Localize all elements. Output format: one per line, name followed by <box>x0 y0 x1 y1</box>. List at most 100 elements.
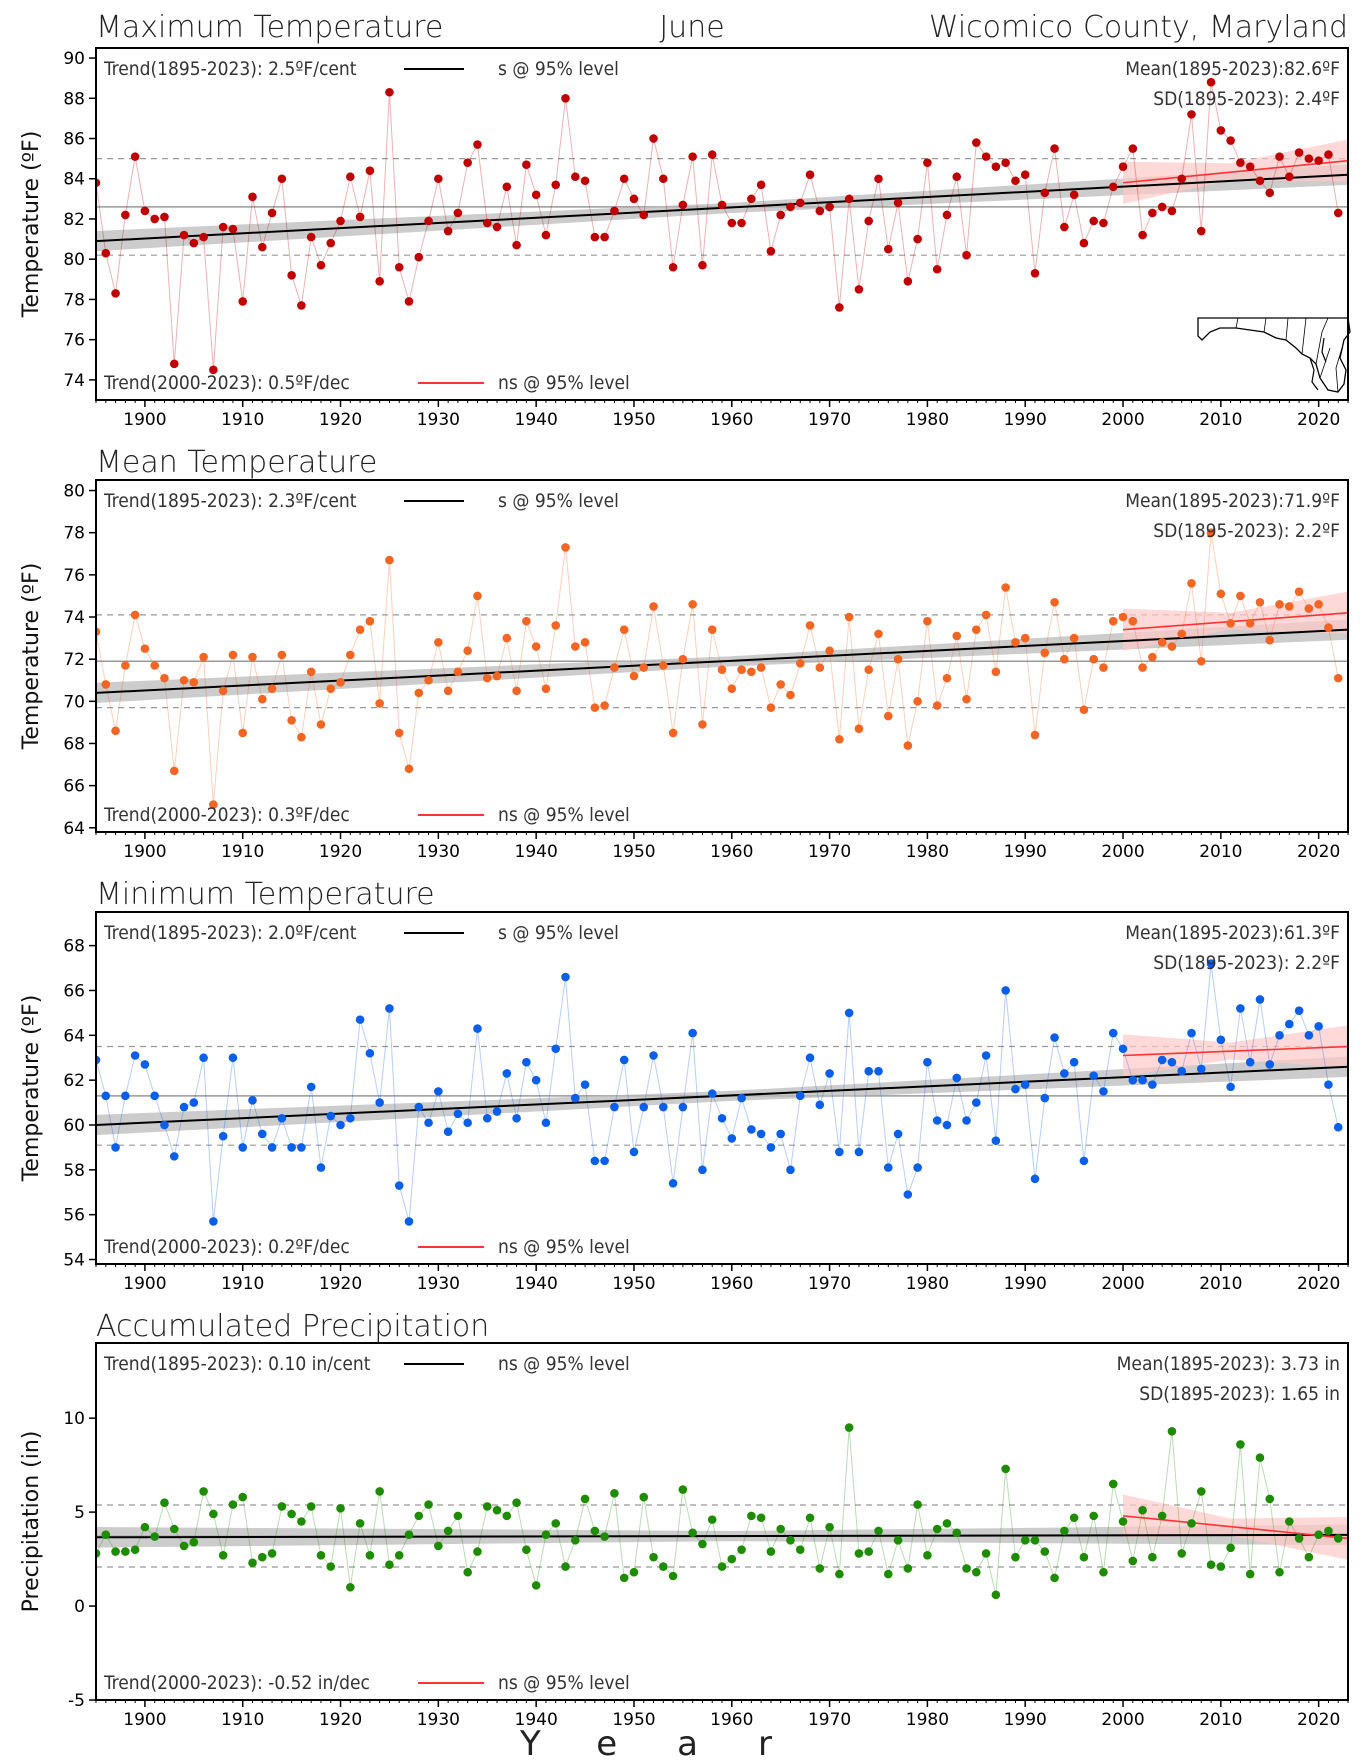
data-point <box>1314 1022 1323 1031</box>
data-point <box>590 232 600 242</box>
data-point <box>522 160 531 169</box>
data-point <box>1294 1006 1304 1015</box>
data-point <box>1148 208 1157 218</box>
data-point <box>991 162 1001 171</box>
data-point <box>942 1120 952 1130</box>
x-tick-label: 1970 <box>808 842 851 862</box>
data-point <box>1011 1084 1020 1094</box>
data-point <box>629 1147 639 1157</box>
data-point <box>903 1564 913 1573</box>
data-point <box>209 365 218 375</box>
data-point <box>111 289 120 298</box>
data-point <box>629 194 639 204</box>
data-point <box>1001 583 1010 592</box>
y-tick-label: 74 <box>63 371 85 391</box>
data-point <box>238 728 248 738</box>
data-point <box>1216 126 1226 135</box>
data-point <box>150 661 159 670</box>
data-point <box>786 690 795 700</box>
data-point <box>1118 1517 1128 1526</box>
data-point <box>130 1051 140 1060</box>
data-point <box>306 667 316 677</box>
data-point <box>932 1524 942 1534</box>
data-point <box>619 1573 629 1583</box>
data-point <box>277 174 287 184</box>
data-point <box>1333 208 1343 218</box>
data-point <box>776 1129 785 1139</box>
data-point <box>355 625 365 634</box>
recent-trend-label: Trend(2000-2023): 0.5ºF/dec <box>103 372 350 394</box>
data-point <box>727 218 737 228</box>
data-point <box>1069 633 1079 643</box>
data-point <box>306 1502 316 1511</box>
data-point <box>913 234 922 244</box>
data-point <box>668 262 678 272</box>
data-point <box>737 1545 746 1554</box>
data-point <box>1108 182 1118 192</box>
data-point <box>1333 1534 1343 1543</box>
data-point <box>267 208 277 218</box>
data-point <box>326 1111 336 1121</box>
x-tick-label: 1950 <box>612 1274 655 1294</box>
data-point <box>218 222 228 232</box>
data-point <box>121 1547 130 1556</box>
x-tick-label: 1930 <box>417 1274 460 1294</box>
data-point <box>96 1549 101 1558</box>
data-point <box>502 182 512 192</box>
data-point <box>257 242 267 252</box>
data-point <box>1304 1552 1314 1562</box>
y-tick-label: 72 <box>63 650 85 670</box>
data-point <box>952 1073 962 1083</box>
data-point <box>1060 654 1069 664</box>
data-point <box>825 1522 834 1532</box>
data-point <box>375 1098 384 1107</box>
data-point <box>1285 1517 1294 1526</box>
x-axis-label: Year <box>519 1724 832 1760</box>
x-tick-label: 1990 <box>1004 842 1047 862</box>
data-point <box>111 726 120 736</box>
data-point <box>375 699 384 708</box>
data-point <box>179 1102 189 1112</box>
data-point <box>492 1505 502 1515</box>
data-point <box>835 303 844 312</box>
long-trend-label: Trend(1895-2023): 0.10 in/cent <box>103 1353 371 1375</box>
data-point <box>707 1515 717 1524</box>
data-point <box>169 766 179 776</box>
data-point <box>414 688 424 698</box>
y-tick-label: 64 <box>63 1026 85 1046</box>
data-point <box>1255 995 1265 1004</box>
data-point <box>404 1217 414 1226</box>
plot-area <box>96 528 1348 809</box>
data-point <box>580 1494 590 1504</box>
x-tick-label: 1910 <box>221 1274 264 1294</box>
data-point <box>267 1549 277 1558</box>
recent-trend-significance: ns @ 95% level <box>498 372 630 394</box>
y-tick-label: 76 <box>63 566 85 586</box>
data-point <box>424 675 433 685</box>
data-point <box>336 678 345 687</box>
y-tick-label: 80 <box>63 250 85 270</box>
data-point <box>1236 158 1245 167</box>
data-point <box>874 1526 883 1536</box>
data-point <box>844 1423 854 1432</box>
data-point <box>815 1100 825 1110</box>
data-point <box>1089 1071 1098 1080</box>
mean-label: Mean(1895-2023): 3.73 in <box>1117 1353 1340 1375</box>
data-point <box>336 216 345 226</box>
data-point <box>287 1509 296 1519</box>
data-point <box>1236 1440 1245 1449</box>
data-point <box>1040 648 1050 658</box>
sd-label: SD(1895-2023): 2.2ºF <box>1153 952 1340 974</box>
data-point <box>434 174 443 184</box>
data-point <box>316 260 326 270</box>
data-point <box>688 152 697 161</box>
data-point <box>561 1562 570 1571</box>
data-point <box>1148 652 1157 662</box>
data-point <box>169 1152 179 1161</box>
x-tick-label: 1960 <box>710 842 753 862</box>
data-point <box>1069 1057 1079 1067</box>
long-trend-label: Trend(1895-2023): 2.0ºF/cent <box>103 922 357 944</box>
data-point <box>179 1541 189 1551</box>
data-point <box>473 591 482 601</box>
x-tick-label: 2000 <box>1101 410 1144 430</box>
